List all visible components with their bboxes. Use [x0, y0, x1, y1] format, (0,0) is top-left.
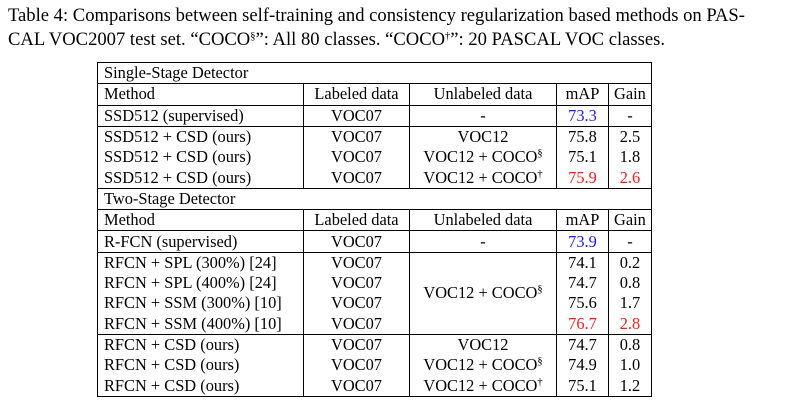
table-row: SSD512 + CSD (ours) VOC07 VOC12 + COCO§ … [97, 147, 652, 168]
col-header-method: Method [97, 209, 304, 231]
map-cell: 76.7 [556, 313, 609, 335]
method-cell: SSD512 (supervised) [97, 104, 304, 127]
labeled-cell: VOC07 [303, 293, 410, 314]
table-row: SSD512 (supervised) VOC07 - 73.3 - [97, 104, 652, 127]
header-row: Method Labeled data Unlabeled data mAP G… [97, 83, 652, 106]
gain-cell: 0.2 [608, 251, 652, 273]
table-caption: Table 4: Comparisons between self-traini… [8, 4, 804, 52]
labeled-cell: VOC07 [303, 333, 410, 356]
table-row: RFCN + CSD (ours) VOC07 VOC12 74.7 0.8 [97, 333, 652, 356]
col-header-unlabeled: Unlabeled data [409, 83, 557, 106]
gain-cell: 1.7 [608, 293, 652, 314]
col-header-labeled: Labeled data [303, 83, 410, 106]
unlabeled-merged-cell: VOC12 + COCO§ [409, 251, 557, 335]
map-cell: 75.1 [556, 375, 609, 397]
col-header-gain: Gain [608, 83, 652, 106]
gain-cell: 0.8 [608, 333, 652, 356]
labeled-cell: VOC07 [303, 313, 410, 335]
gain-cell: 2.8 [608, 313, 652, 335]
comparison-table: Single-Stage Detector Method Labeled dat… [97, 61, 652, 397]
method-cell: SSD512 + CSD (ours) [97, 147, 304, 168]
map-cell: 74.7 [556, 272, 609, 294]
labeled-cell: VOC07 [303, 355, 410, 376]
gain-cell: 2.5 [608, 125, 652, 148]
unlabeled-cell: VOC12 + COCO† [409, 375, 557, 397]
col-header-gain: Gain [608, 209, 652, 231]
labeled-cell: VOC07 [303, 375, 410, 397]
col-header-map: mAP [556, 83, 609, 106]
unlabeled-cell: VOC12 + COCO† [409, 167, 557, 189]
gain-cell: 2.6 [608, 167, 652, 189]
table-row: RFCN + CSD (ours) VOC07 VOC12 + COCO§ 74… [97, 355, 652, 376]
table-row: RFCN + SSM (400%) [10] VOC07 76.7 2.8 [97, 313, 652, 335]
table-row: RFCN + CSD (ours) VOC07 VOC12 + COCO† 75… [97, 375, 652, 397]
gain-cell: 1.8 [608, 147, 652, 168]
map-cell: 75.9 [556, 167, 609, 189]
section-title-single-stage: Single-Stage Detector [97, 61, 652, 84]
labeled-cell: VOC07 [303, 251, 410, 273]
labeled-cell: VOC07 [303, 272, 410, 294]
gain-cell: 1.2 [608, 375, 652, 397]
gain-cell: 0.8 [608, 272, 652, 294]
method-cell: RFCN + SPL (400%) [24] [97, 272, 304, 294]
unlabeled-cell: VOC12 [409, 333, 557, 356]
labeled-cell: VOC07 [303, 230, 410, 253]
table-row: RFCN + SPL (300%) [24] VOC07 VOC12 + COC… [97, 251, 652, 335]
table-row: RFCN + SSM (300%) [10] VOC07 75.6 1.7 [97, 293, 652, 314]
method-cell: RFCN + SPL (300%) [24] [97, 251, 304, 273]
gain-cell: - [608, 104, 652, 127]
map-cell: 74.7 [556, 333, 609, 356]
method-cell: SSD512 + CSD (ours) [97, 125, 304, 148]
unlabeled-cell: - [409, 104, 557, 127]
method-cell: RFCN + CSD (ours) [97, 333, 304, 356]
map-cell: 73.9 [556, 230, 609, 253]
method-cell: RFCN + CSD (ours) [97, 375, 304, 397]
col-header-method: Method [97, 83, 304, 106]
labeled-cell: VOC07 [303, 167, 410, 189]
col-header-map: mAP [556, 209, 609, 231]
gain-cell: - [608, 230, 652, 253]
caption-line-2: CAL VOC2007 test set. “COCO§”: All 80 cl… [8, 29, 666, 50]
gain-cell: 1.0 [608, 355, 652, 376]
method-cell: RFCN + SSM (300%) [10] [97, 293, 304, 314]
method-cell: SSD512 + CSD (ours) [97, 167, 304, 189]
method-cell: RFCN + CSD (ours) [97, 355, 304, 376]
labeled-cell: VOC07 [303, 104, 410, 127]
map-cell: 75.8 [556, 125, 609, 148]
map-cell: 74.1 [556, 251, 609, 273]
caption-line-1: Table 4: Comparisons between self-traini… [8, 5, 745, 26]
section-title-row: Two-Stage Detector [97, 187, 652, 210]
labeled-cell: VOC07 [303, 147, 410, 168]
section-mark: § [250, 31, 256, 42]
unlabeled-cell: VOC12 + COCO§ [409, 355, 557, 376]
table-row: SSD512 + CSD (ours) VOC07 VOC12 + COCO† … [97, 167, 652, 189]
table-row: R-FCN (supervised) VOC07 - 73.9 - [97, 230, 652, 253]
method-cell: R-FCN (supervised) [97, 230, 304, 253]
col-header-labeled: Labeled data [303, 209, 410, 231]
table-row: SSD512 + CSD (ours) VOC07 VOC12 75.8 2.5 [97, 125, 652, 148]
unlabeled-cell: VOC12 + COCO§ [409, 147, 557, 168]
dagger-mark: † [445, 31, 451, 42]
table-row: RFCN + SPL (400%) [24] VOC07 74.7 0.8 [97, 272, 652, 294]
method-cell: RFCN + SSM (400%) [10] [97, 313, 304, 335]
labeled-cell: VOC07 [303, 125, 410, 148]
unlabeled-cell: VOC12 [409, 125, 557, 148]
unlabeled-cell: - [409, 230, 557, 253]
map-cell: 75.6 [556, 293, 609, 314]
map-cell: 74.9 [556, 355, 609, 376]
header-row: Method Labeled data Unlabeled data mAP G… [97, 209, 652, 231]
section-title-row: Single-Stage Detector [97, 61, 652, 84]
map-cell: 73.3 [556, 104, 609, 127]
section-title-two-stage: Two-Stage Detector [97, 187, 652, 210]
col-header-unlabeled: Unlabeled data [409, 209, 557, 231]
map-cell: 75.1 [556, 147, 609, 168]
